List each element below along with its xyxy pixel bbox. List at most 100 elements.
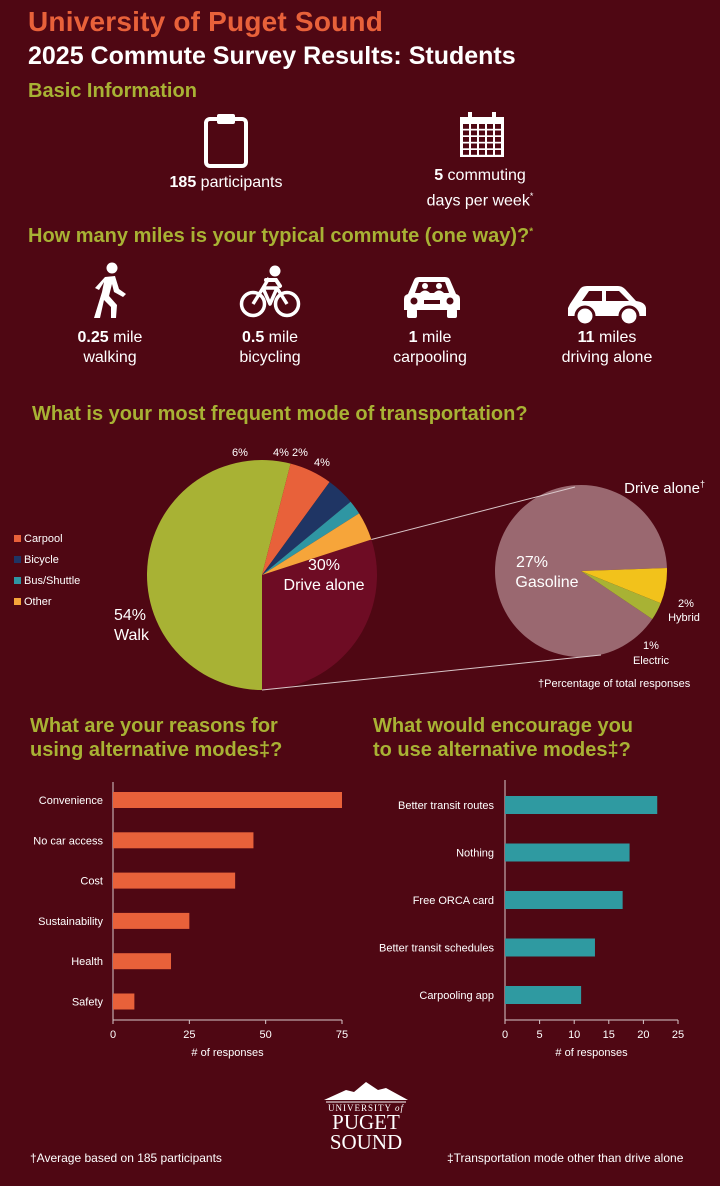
- reasons-tick-50: 50: [260, 1029, 272, 1041]
- pie-slice-walk: [146, 460, 291, 690]
- reasons-heading-mark: ‡?: [258, 739, 283, 761]
- reasons-bar-health: [113, 953, 172, 970]
- encourage-bar-free-orca-card: [505, 891, 623, 909]
- reasons-category-health: Health: [71, 956, 103, 968]
- encourage-category-better-transit-routes: Better transit routes: [398, 800, 494, 812]
- label-gasoline-value: 27%: [516, 554, 548, 571]
- carpool-car-icon: [404, 277, 460, 318]
- reasons-bar-sustainability: [113, 912, 190, 929]
- encourage-tick-20: 20: [637, 1029, 649, 1041]
- label-electric-name: Electric: [633, 655, 670, 667]
- encourage-x-label: # of responses: [555, 1047, 628, 1059]
- carpooling-mode-label: carpooling: [393, 349, 467, 366]
- car-icon: [568, 286, 646, 326]
- label-walk-value: 54%: [114, 607, 146, 624]
- reasons-category-convenience: Convenience: [39, 795, 103, 807]
- reasons-category-safety: Safety: [72, 997, 104, 1009]
- pie-slice-bus-shuttle: [262, 501, 360, 575]
- subpie-title: Drive alone†: [624, 479, 705, 497]
- mode-heading: What is your most frequent mode of trans…: [32, 403, 528, 425]
- encourage-tick-5: 5: [537, 1029, 543, 1041]
- legend-swatch-carpool: [14, 535, 21, 542]
- pie-slice-bicycle: [262, 481, 351, 575]
- participants-label: participants: [196, 174, 283, 191]
- reasons-category-cost: Cost: [80, 876, 103, 888]
- clipboard-icon: [204, 114, 248, 168]
- encourage-tick-0: 0: [502, 1029, 508, 1041]
- logo-university-word: UNIVERSITY: [328, 1103, 392, 1113]
- encourage-bar-better-transit-routes: [505, 796, 658, 814]
- encourage-heading-line-1: What would encourage you: [373, 715, 634, 737]
- encourage-category-better-transit-schedules: Better transit schedules: [379, 943, 494, 955]
- miles-heading-mark: *: [529, 226, 534, 238]
- label-bus-shuttle-value: 2%: [292, 447, 308, 459]
- encourage-tick-15: 15: [603, 1029, 615, 1041]
- legend-label-bus-shuttle: Bus/Shuttle: [24, 575, 80, 587]
- encourage-heading-mark: ‡?: [607, 739, 631, 761]
- walking-miles-value: 0.25: [77, 329, 109, 346]
- bicycling-miles-stat: 0.5 mile bicycling: [215, 328, 325, 368]
- subpie-slice-hybrid: [581, 567, 667, 604]
- driving-miles-unit: miles: [594, 329, 637, 346]
- label-electric-value: 1%: [643, 640, 659, 652]
- carpooling-miles-unit: mile: [417, 329, 452, 346]
- label-gasoline-name: Gasoline: [515, 574, 578, 591]
- subpie-slice-electric: [581, 571, 661, 620]
- subpie-title-mark: †: [700, 479, 705, 489]
- university-title: University of Puget Sound: [28, 6, 384, 37]
- label-other-value: 4%: [314, 457, 330, 469]
- mountain-logo-icon: [324, 1082, 408, 1103]
- legend-swatch-bus-shuttle: [14, 577, 21, 584]
- subpie-slice-gasoline: [495, 484, 667, 657]
- connector-line-top: [371, 486, 576, 540]
- basic-info-heading: Basic Information: [28, 80, 197, 102]
- commuting-days-count: 5: [434, 167, 444, 184]
- reasons-bar-convenience: [113, 792, 342, 808]
- logo-line-1: UNIVERSITY of: [316, 1103, 416, 1113]
- encourage-bar-carpooling-app: [505, 986, 582, 1004]
- label-drive-alone-name: Drive alone: [284, 577, 365, 594]
- reasons-bar-chart: Convenience No car access Cost Sustainabili…: [33, 782, 348, 1059]
- walking-miles-unit: mile: [108, 329, 143, 346]
- commuting-days-mark: *: [529, 191, 534, 201]
- bicycling-miles-unit: mile: [264, 329, 299, 346]
- label-drive-alone-value: 30%: [308, 557, 340, 574]
- walking-person-icon: [94, 262, 126, 318]
- pie-slice-other: [262, 513, 372, 575]
- encourage-tick-25: 25: [672, 1029, 684, 1041]
- legend-label-other: Other: [24, 596, 52, 608]
- label-carpool-value: 6%: [232, 447, 248, 459]
- reasons-tick-75: 75: [336, 1029, 348, 1041]
- commuting-days-stat: 5 commuting days per week*: [400, 166, 560, 211]
- reasons-heading: What are your reasons for using alternat…: [30, 714, 282, 762]
- pie-slice-drive-alone: [262, 539, 377, 690]
- label-hybrid-value: 2%: [678, 598, 694, 610]
- driving-miles-value: 11: [577, 329, 595, 346]
- carpooling-miles-value: 1: [408, 329, 418, 346]
- driving-miles-stat: 11 miles driving alone: [537, 328, 677, 368]
- commuting-days-label-2: days per week: [426, 192, 530, 210]
- encourage-bar-better-transit-schedules: [505, 938, 595, 957]
- walking-mode-label: walking: [83, 349, 137, 366]
- carpooling-miles-stat: 1 mile carpooling: [375, 328, 485, 368]
- bicycling-miles-value: 0.5: [241, 329, 265, 346]
- logo-of-word: of: [394, 1103, 404, 1113]
- connector-line-bottom: [261, 654, 602, 691]
- footer-note-left: †Average based on 185 participants: [30, 1151, 222, 1165]
- logo-est: Est. 1888: [356, 1097, 376, 1102]
- label-hybrid-name: Hybrid: [668, 612, 700, 624]
- encourage-category-carpooling-app: Carpooling app: [419, 990, 494, 1002]
- reasons-heading-line-1: What are your reasons for: [30, 715, 278, 737]
- encourage-category-free-orca-card: Free ORCA card: [413, 895, 494, 907]
- legend-swatch-other: [14, 598, 21, 605]
- encourage-category-nothing: Nothing: [456, 848, 494, 860]
- reasons-tick-0: 0: [110, 1029, 116, 1041]
- encourage-bar-nothing: [505, 843, 630, 862]
- participants-stat: 185 participants: [140, 173, 312, 193]
- logo-line-2: PUGET: [332, 1110, 400, 1134]
- percentage-footnote: †Percentage of total responses: [538, 678, 691, 690]
- reasons-x-label: # of responses: [191, 1047, 264, 1059]
- footer-note-right: ‡Transportation mode other than drive al…: [447, 1151, 684, 1165]
- bicycling-mode-label: bicycling: [239, 349, 301, 366]
